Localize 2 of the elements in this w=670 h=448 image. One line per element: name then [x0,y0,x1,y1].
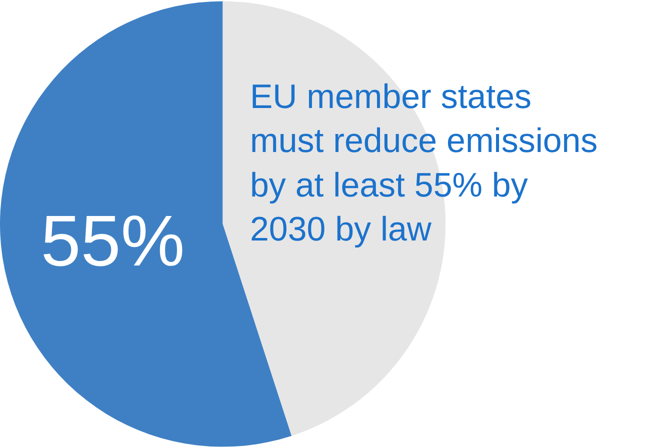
data-label: 55% [40,201,185,282]
text: EU member states must reduce emissions by at least 55% by 2030 by law [250,78,598,249]
